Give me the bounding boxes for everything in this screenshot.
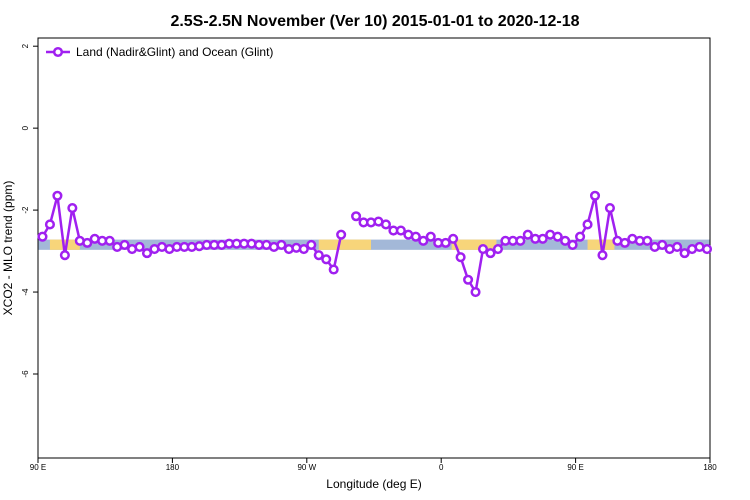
data-point [276,239,287,250]
data-point [470,286,481,298]
data-point [619,237,630,248]
data-point [328,264,339,275]
series-line [41,195,343,273]
x-tick-label: 90 E [30,463,46,472]
data-point [515,235,526,246]
data-point [141,248,153,259]
y-tick-label: 0 [21,125,30,130]
data-point [104,235,115,246]
data-point [395,225,406,236]
x-tick-label: 0 [439,463,444,472]
x-tick-label: 90 W [297,463,316,472]
data-point [380,219,391,230]
data-point [351,211,362,222]
data-point [672,241,683,253]
y-tick-label: -6 [21,370,30,378]
data-point [59,250,70,261]
data-point [455,252,466,263]
data-point [560,235,571,246]
data-point [82,237,93,248]
data-point [477,243,489,255]
data-point [485,248,496,259]
x-axis-label: Longitude (deg E) [326,477,421,491]
chart-title: 2.5S-2.5N November (Ver 10) 2015-01-01 t… [170,13,579,30]
data-point [418,235,429,246]
x-tick-label: 90 E [567,463,583,472]
data-point [440,237,451,248]
data-point [537,233,548,244]
data-point [657,239,668,250]
data-point [336,229,347,240]
y-tick-label: -2 [21,206,30,214]
data-point [119,239,130,250]
data-point [448,233,459,244]
data-point [701,243,713,255]
data-point [582,219,593,230]
data-point [552,231,563,242]
data-point [597,250,608,261]
data-point [492,243,503,255]
data-point [52,190,63,201]
legend-item: Land (Nadir&Glint) and Ocean (Glint) [46,45,273,59]
data-point [567,239,578,250]
x-tick-label: 180 [166,463,180,472]
data-point [604,202,615,214]
y-tick-label: -4 [21,288,30,296]
data-point [321,254,332,265]
data-point [298,243,309,255]
y-tick-label: 2 [21,43,30,48]
y-axis-label: XCO2 - MLO trend (ppm) [1,181,15,316]
data-point [522,229,533,240]
data-point [679,248,690,259]
data-point [134,241,145,253]
data-point [44,219,55,230]
legend-label: Land (Nadir&Glint) and Ocean (Glint) [76,45,273,59]
land-band [318,239,372,250]
data-point [313,250,324,261]
data-point [463,274,474,285]
data-point [425,231,436,242]
land-band [49,239,80,250]
legend-marker [52,46,64,58]
data-point [67,202,78,214]
data-point [410,231,421,242]
data-point [306,239,317,250]
land-band [451,239,497,250]
data-point [37,231,48,242]
data-point [589,190,601,201]
ocean-band [38,239,710,250]
data-point [575,231,586,242]
data-point [642,235,653,246]
x-tick-label: 180 [703,463,717,472]
